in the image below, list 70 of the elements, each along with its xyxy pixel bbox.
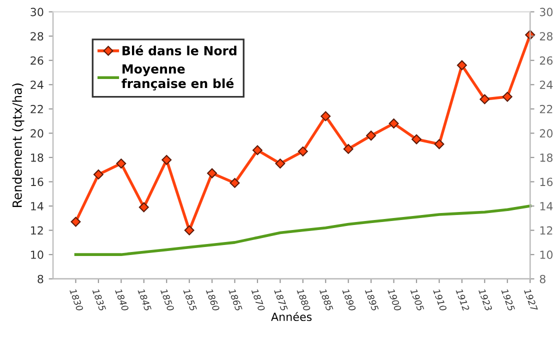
legend-label: Blé dans le Nord <box>122 45 236 56</box>
point <box>456 60 467 70</box>
x-tick-label: 1912 <box>456 288 470 312</box>
point <box>230 178 240 188</box>
x-tick-label: 1870 <box>251 288 266 312</box>
y2-tick-label: 18 <box>540 153 553 162</box>
y-tick-label: 30 <box>30 8 44 16</box>
y2-tick-label: 12 <box>540 226 552 235</box>
x-tick-label: 1875 <box>274 288 288 312</box>
x-tick-label: 1895 <box>364 288 379 312</box>
y2-tick-label: 22 <box>540 104 552 114</box>
x-tick-label: 1923 <box>478 288 492 312</box>
x-tick-label: 1865 <box>228 288 242 312</box>
point <box>207 168 218 178</box>
point <box>184 225 194 236</box>
x-axis-title: Années <box>271 312 312 322</box>
x-tick-label: 1890 <box>342 288 356 312</box>
y-tick-label: 20 <box>30 129 44 138</box>
x-tick-label: 1925 <box>501 288 516 312</box>
point <box>388 118 399 128</box>
y2-tick-label: 14 <box>540 202 553 210</box>
y-tick-label: 26 <box>30 56 44 65</box>
y-tick-label: 14 <box>31 202 44 210</box>
x-tick-label: 1855 <box>183 288 198 312</box>
y-tick-label: 12 <box>31 226 43 235</box>
y-tick-label: 16 <box>31 178 44 186</box>
line-series <box>74 204 532 256</box>
y-tick-label: 18 <box>31 153 44 162</box>
x-tick-label: 1880 <box>296 288 311 312</box>
point <box>93 169 104 180</box>
point <box>298 146 308 156</box>
point <box>343 144 354 154</box>
point <box>366 130 376 141</box>
point <box>480 94 490 104</box>
point <box>70 216 81 227</box>
x-tick-label: 1885 <box>319 288 334 312</box>
x-tick-label: 1840 <box>114 288 129 312</box>
point <box>275 158 286 169</box>
point <box>434 139 444 150</box>
y-tick-label: 10 <box>31 250 44 259</box>
x-tick-label: 1910 <box>432 288 447 312</box>
y2-tick-label: 10 <box>540 250 553 259</box>
legend-label: Moyenne française en blé <box>122 64 234 90</box>
point <box>116 158 126 169</box>
x-tick-label: 1905 <box>410 288 424 312</box>
y2-tick-label: 26 <box>540 56 553 65</box>
x-tick-label: 1900 <box>388 288 402 312</box>
x-tick-label: 1927 <box>524 288 538 312</box>
y-tick-label: 8 <box>38 274 44 284</box>
point <box>502 92 512 102</box>
y-tick-label: 28 <box>30 32 44 40</box>
y2-tick-label: 16 <box>540 178 553 186</box>
y2-tick-label: 24 <box>540 80 553 89</box>
x-tick-label: 1835 <box>92 288 106 312</box>
point <box>412 134 422 144</box>
point <box>138 202 149 212</box>
y2-tick-label: 8 <box>540 274 546 284</box>
point <box>252 145 262 156</box>
point <box>162 154 172 165</box>
x-tick-label: 1830 <box>69 288 84 312</box>
point <box>320 111 331 122</box>
x-tick-label: 1845 <box>138 288 152 312</box>
y-tick-label: 24 <box>30 80 44 89</box>
x-tick-label: 1850 <box>160 288 174 312</box>
y2-tick-label: 20 <box>540 129 553 138</box>
y-tick-label: 22 <box>30 104 43 114</box>
y-axis-title: Rendement (qtx/ha) <box>12 84 24 208</box>
x-tick-label: 1860 <box>206 288 220 312</box>
y2-tick-label: 28 <box>540 32 553 40</box>
y2-tick-label: 30 <box>540 8 553 16</box>
